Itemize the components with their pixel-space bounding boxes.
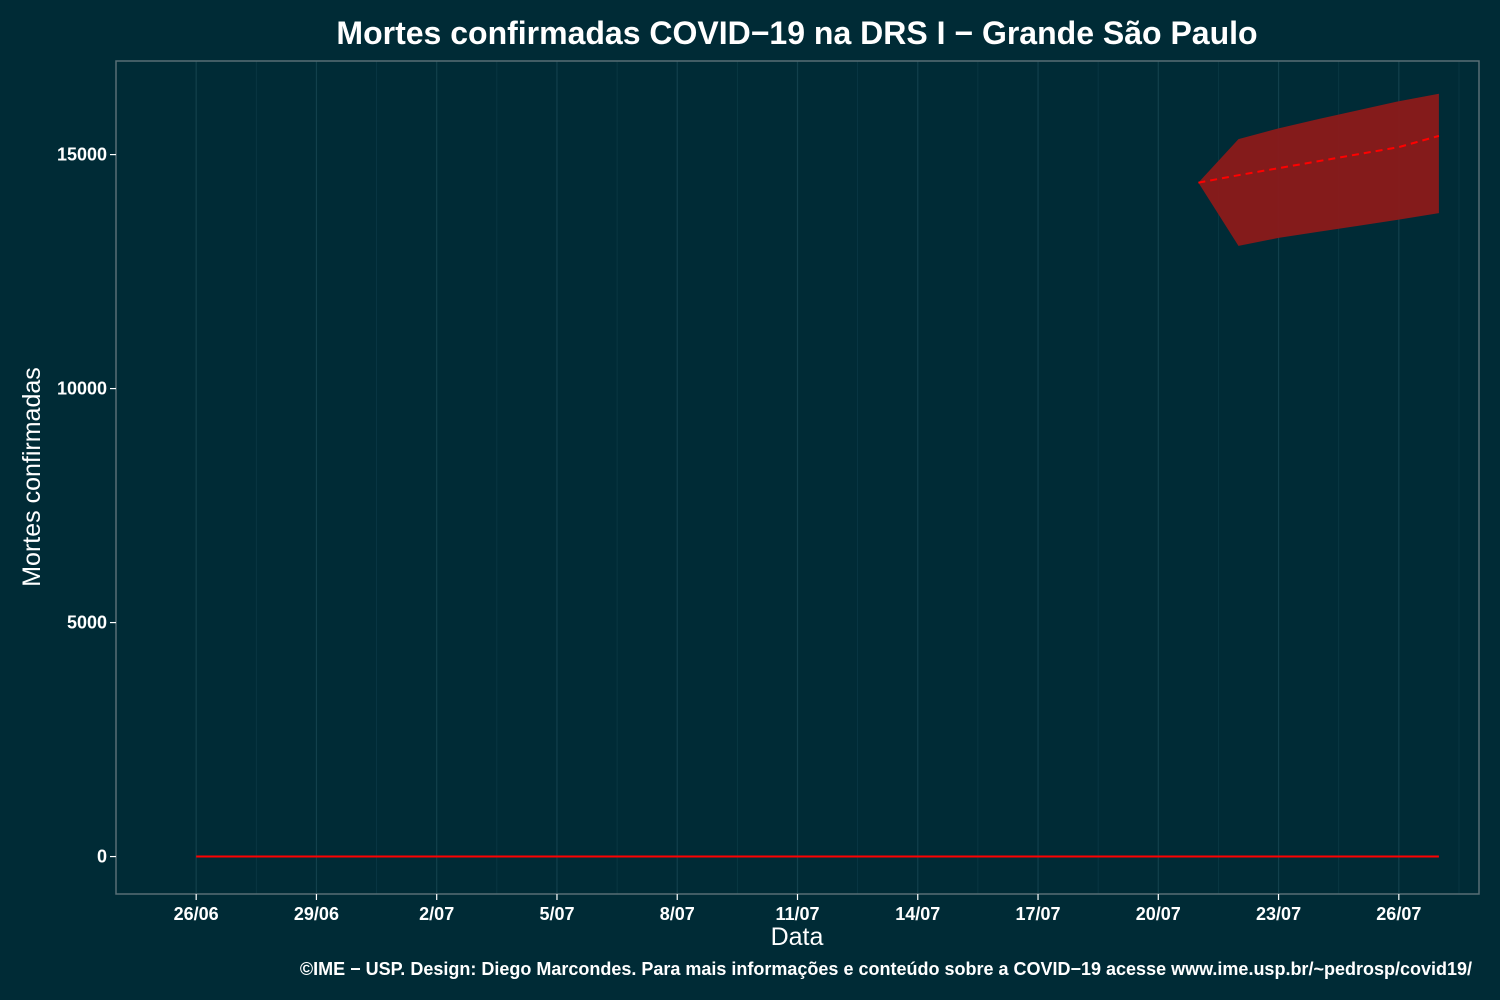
x-tick-label: 26/06: [174, 904, 219, 924]
x-tick-label: 23/07: [1256, 904, 1301, 924]
x-tick-label: 17/07: [1016, 904, 1061, 924]
x-tick-label: 8/07: [660, 904, 695, 924]
x-tick-label: 2/07: [419, 904, 454, 924]
x-tick-label: 5/07: [539, 904, 574, 924]
chart-caption: ©IME − USP. Design: Diego Marcondes. Par…: [300, 959, 1472, 979]
forecast-line: [1198, 134, 1440, 184]
series-layer: [196, 134, 1440, 858]
x-tick-label: 11/07: [775, 904, 819, 924]
x-tick-label: 26/07: [1376, 904, 1421, 924]
x-tick-label: 14/07: [895, 904, 940, 924]
grid-lines: [195, 61, 1460, 894]
chart-title: Mortes confirmadas COVID−19 na DRS I − G…: [336, 15, 1257, 51]
y-tick-label: 5000: [67, 613, 107, 633]
x-tick-label: 20/07: [1136, 904, 1181, 924]
y-axis-title: Mortes confirmadas: [18, 367, 46, 587]
x-axis-title: Data: [771, 923, 824, 951]
x-tick-label: 29/06: [294, 904, 339, 924]
y-axis-ticks: 0 5000 10000 15000: [57, 145, 116, 867]
y-tick-label: 10000: [57, 379, 107, 399]
y-tick-label: 15000: [57, 145, 107, 165]
x-axis-ticks: 26/06 29/06 2/07 5/07 8/07 11/07 14/07 17/07 20/…: [174, 894, 1421, 924]
y-tick-label: 0: [97, 847, 107, 867]
confidence-band-layer: [1198, 93, 1439, 246]
confidence-band: [1198, 93, 1439, 246]
